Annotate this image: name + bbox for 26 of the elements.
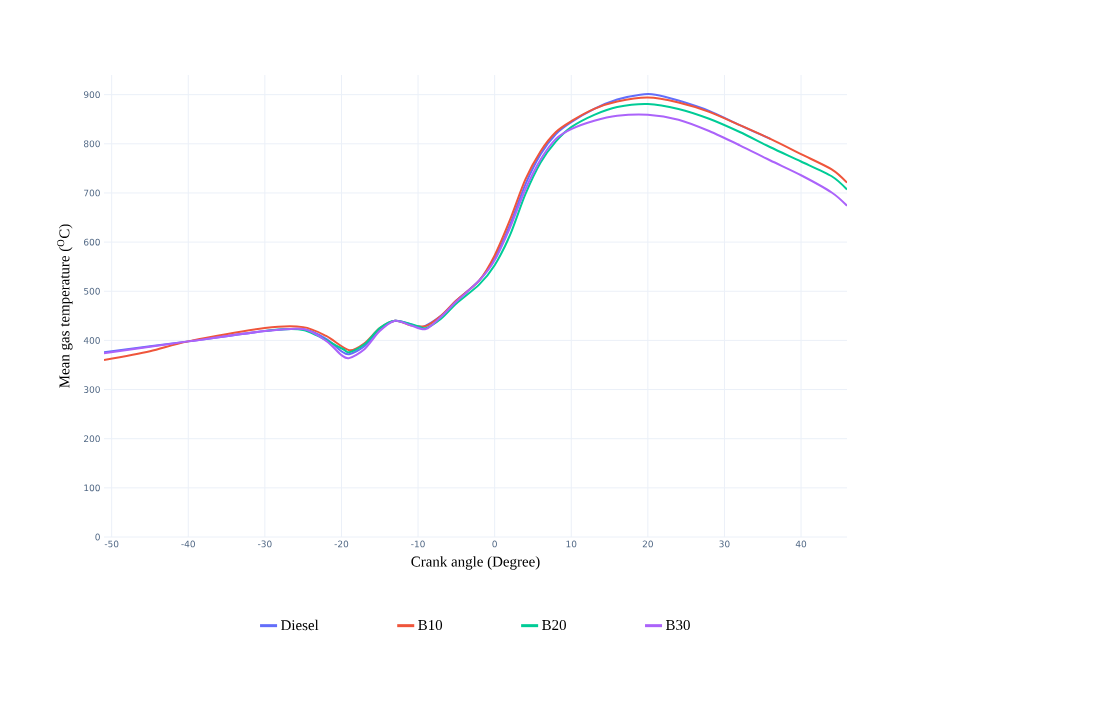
y-axis-title: Mean gas temperature ($^{O}$C) [57,224,73,388]
x-tick-label: -30 [257,540,272,548]
legend-label: Diesel [281,619,319,631]
legend-label: B20 [542,619,566,631]
y-tick-label: 300 [84,386,100,393]
x-tick-label: 0 [492,540,497,548]
y-tick-label: 100 [84,484,100,492]
x-tick-label: 10 [566,540,577,548]
x-tick-label: -10 [411,540,425,548]
x-tick-label: -50 [104,540,119,548]
legend-label: B30 [665,619,690,631]
y-tick-label: 900 [83,91,100,99]
x-tick-label: 30 [719,540,730,548]
y-tick-label: 200 [84,435,100,443]
x-tick-label: -20 [334,540,349,548]
legend-label: B10 [418,619,443,631]
y-tick-label: 600 [83,238,100,246]
y-tick-label: 500 [84,287,100,295]
y-tick-label: 700 [84,189,100,197]
x-tick-label: -40 [181,540,195,548]
x-tick-label: 20 [642,540,653,548]
y-tick-label: 400 [83,337,100,344]
y-tick-label: 800 [83,140,100,148]
x-tick-label: 40 [795,540,807,548]
x-axis-title: Crank angle (Degree) [411,556,540,570]
y-tick-label: 0 [95,533,100,541]
